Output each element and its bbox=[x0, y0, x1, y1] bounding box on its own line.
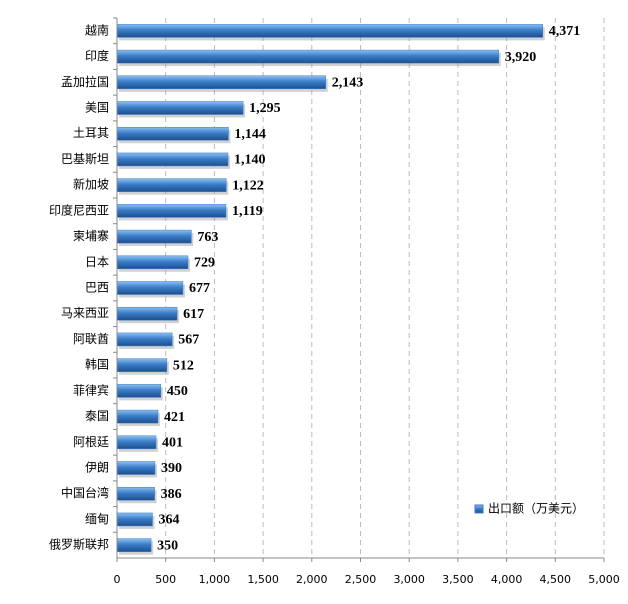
x-tick-label: 1,000 bbox=[199, 573, 231, 586]
x-tick-label: 3,500 bbox=[442, 573, 474, 586]
y-tick-label: 泰国 bbox=[85, 409, 109, 423]
bar bbox=[116, 538, 152, 552]
value-label: 390 bbox=[161, 461, 182, 476]
bar bbox=[116, 126, 229, 141]
y-tick-label: 阿联酋 bbox=[73, 331, 109, 346]
bar bbox=[116, 204, 227, 218]
bar bbox=[116, 178, 227, 192]
value-label: 350 bbox=[157, 538, 178, 553]
y-tick-label: 孟加拉国 bbox=[61, 74, 109, 89]
x-tick-label: 2,500 bbox=[345, 573, 377, 586]
y-tick-label: 中国台湾 bbox=[61, 485, 109, 500]
y-tick-label: 巴西 bbox=[85, 281, 109, 295]
y-tick-label: 新加坡 bbox=[73, 177, 109, 192]
y-tick-label: 菲律宾 bbox=[73, 382, 109, 397]
value-label: 450 bbox=[167, 384, 188, 399]
y-tick-label: 缅甸 bbox=[85, 512, 109, 526]
x-tick-label: 500 bbox=[155, 573, 176, 586]
value-label: 1,144 bbox=[234, 127, 266, 142]
bar bbox=[116, 24, 543, 38]
legend-swatch bbox=[474, 504, 484, 514]
legend-label: 出口额（万美元） bbox=[488, 502, 584, 516]
value-label: 1,122 bbox=[232, 178, 264, 193]
bar bbox=[116, 281, 184, 295]
y-tick-label: 越南 bbox=[85, 22, 109, 37]
grid bbox=[165, 18, 605, 558]
value-label: 617 bbox=[183, 307, 204, 322]
x-tick-label: 2,000 bbox=[296, 573, 328, 586]
bar bbox=[116, 512, 153, 527]
y-tick-label: 韩国 bbox=[85, 357, 109, 372]
x-tick-label: 3,000 bbox=[393, 573, 425, 586]
bar bbox=[116, 306, 178, 321]
y-tick-label: 柬埔寨 bbox=[73, 228, 109, 243]
y-tick-label: 印度尼西亚 bbox=[49, 202, 109, 217]
y-tick-label: 土耳其 bbox=[73, 126, 109, 140]
x-tick-label: 0 bbox=[114, 573, 121, 586]
value-label: 677 bbox=[189, 281, 210, 296]
bar bbox=[116, 229, 192, 244]
bar bbox=[116, 435, 157, 450]
value-label: 1,140 bbox=[234, 153, 266, 168]
y-tick-label: 阿根廷 bbox=[73, 435, 109, 449]
bar bbox=[116, 75, 326, 90]
bar bbox=[116, 332, 173, 347]
value-label: 512 bbox=[173, 358, 194, 373]
value-label: 386 bbox=[161, 487, 182, 502]
x-tick-label: 5,000 bbox=[588, 573, 620, 586]
bar bbox=[116, 152, 229, 167]
x-tick-label: 4,500 bbox=[540, 573, 572, 586]
x-tick-label: 4,000 bbox=[491, 573, 523, 586]
bar bbox=[116, 49, 500, 64]
value-label: 1,119 bbox=[232, 204, 263, 219]
value-label: 1,295 bbox=[249, 101, 281, 116]
bar bbox=[116, 255, 189, 270]
y-tick-label: 俄罗斯联邦 bbox=[49, 538, 109, 552]
value-label: 4,371 bbox=[549, 24, 581, 39]
y-tick-label: 伊朗 bbox=[85, 461, 109, 475]
y-tick-label: 巴基斯坦 bbox=[61, 152, 109, 166]
value-label: 2,143 bbox=[332, 76, 364, 91]
bar bbox=[116, 101, 244, 115]
x-tick-label: 1,500 bbox=[247, 573, 279, 586]
y-tick-label: 马来西亚 bbox=[61, 306, 109, 320]
value-label: 729 bbox=[194, 256, 215, 271]
y-tick-label: 印度 bbox=[85, 48, 109, 63]
bar bbox=[116, 384, 162, 398]
value-label: 421 bbox=[164, 410, 185, 425]
value-label: 3,920 bbox=[505, 50, 536, 65]
value-label: 567 bbox=[178, 333, 199, 348]
bar bbox=[116, 409, 159, 424]
bar bbox=[116, 461, 156, 475]
value-label: 364 bbox=[158, 513, 179, 528]
bar bbox=[116, 358, 168, 372]
y-tick-label: 日本 bbox=[85, 255, 109, 269]
bar bbox=[116, 486, 155, 501]
value-label: 401 bbox=[162, 436, 183, 451]
y-tick-label: 美国 bbox=[85, 101, 109, 115]
value-label: 763 bbox=[197, 230, 218, 245]
